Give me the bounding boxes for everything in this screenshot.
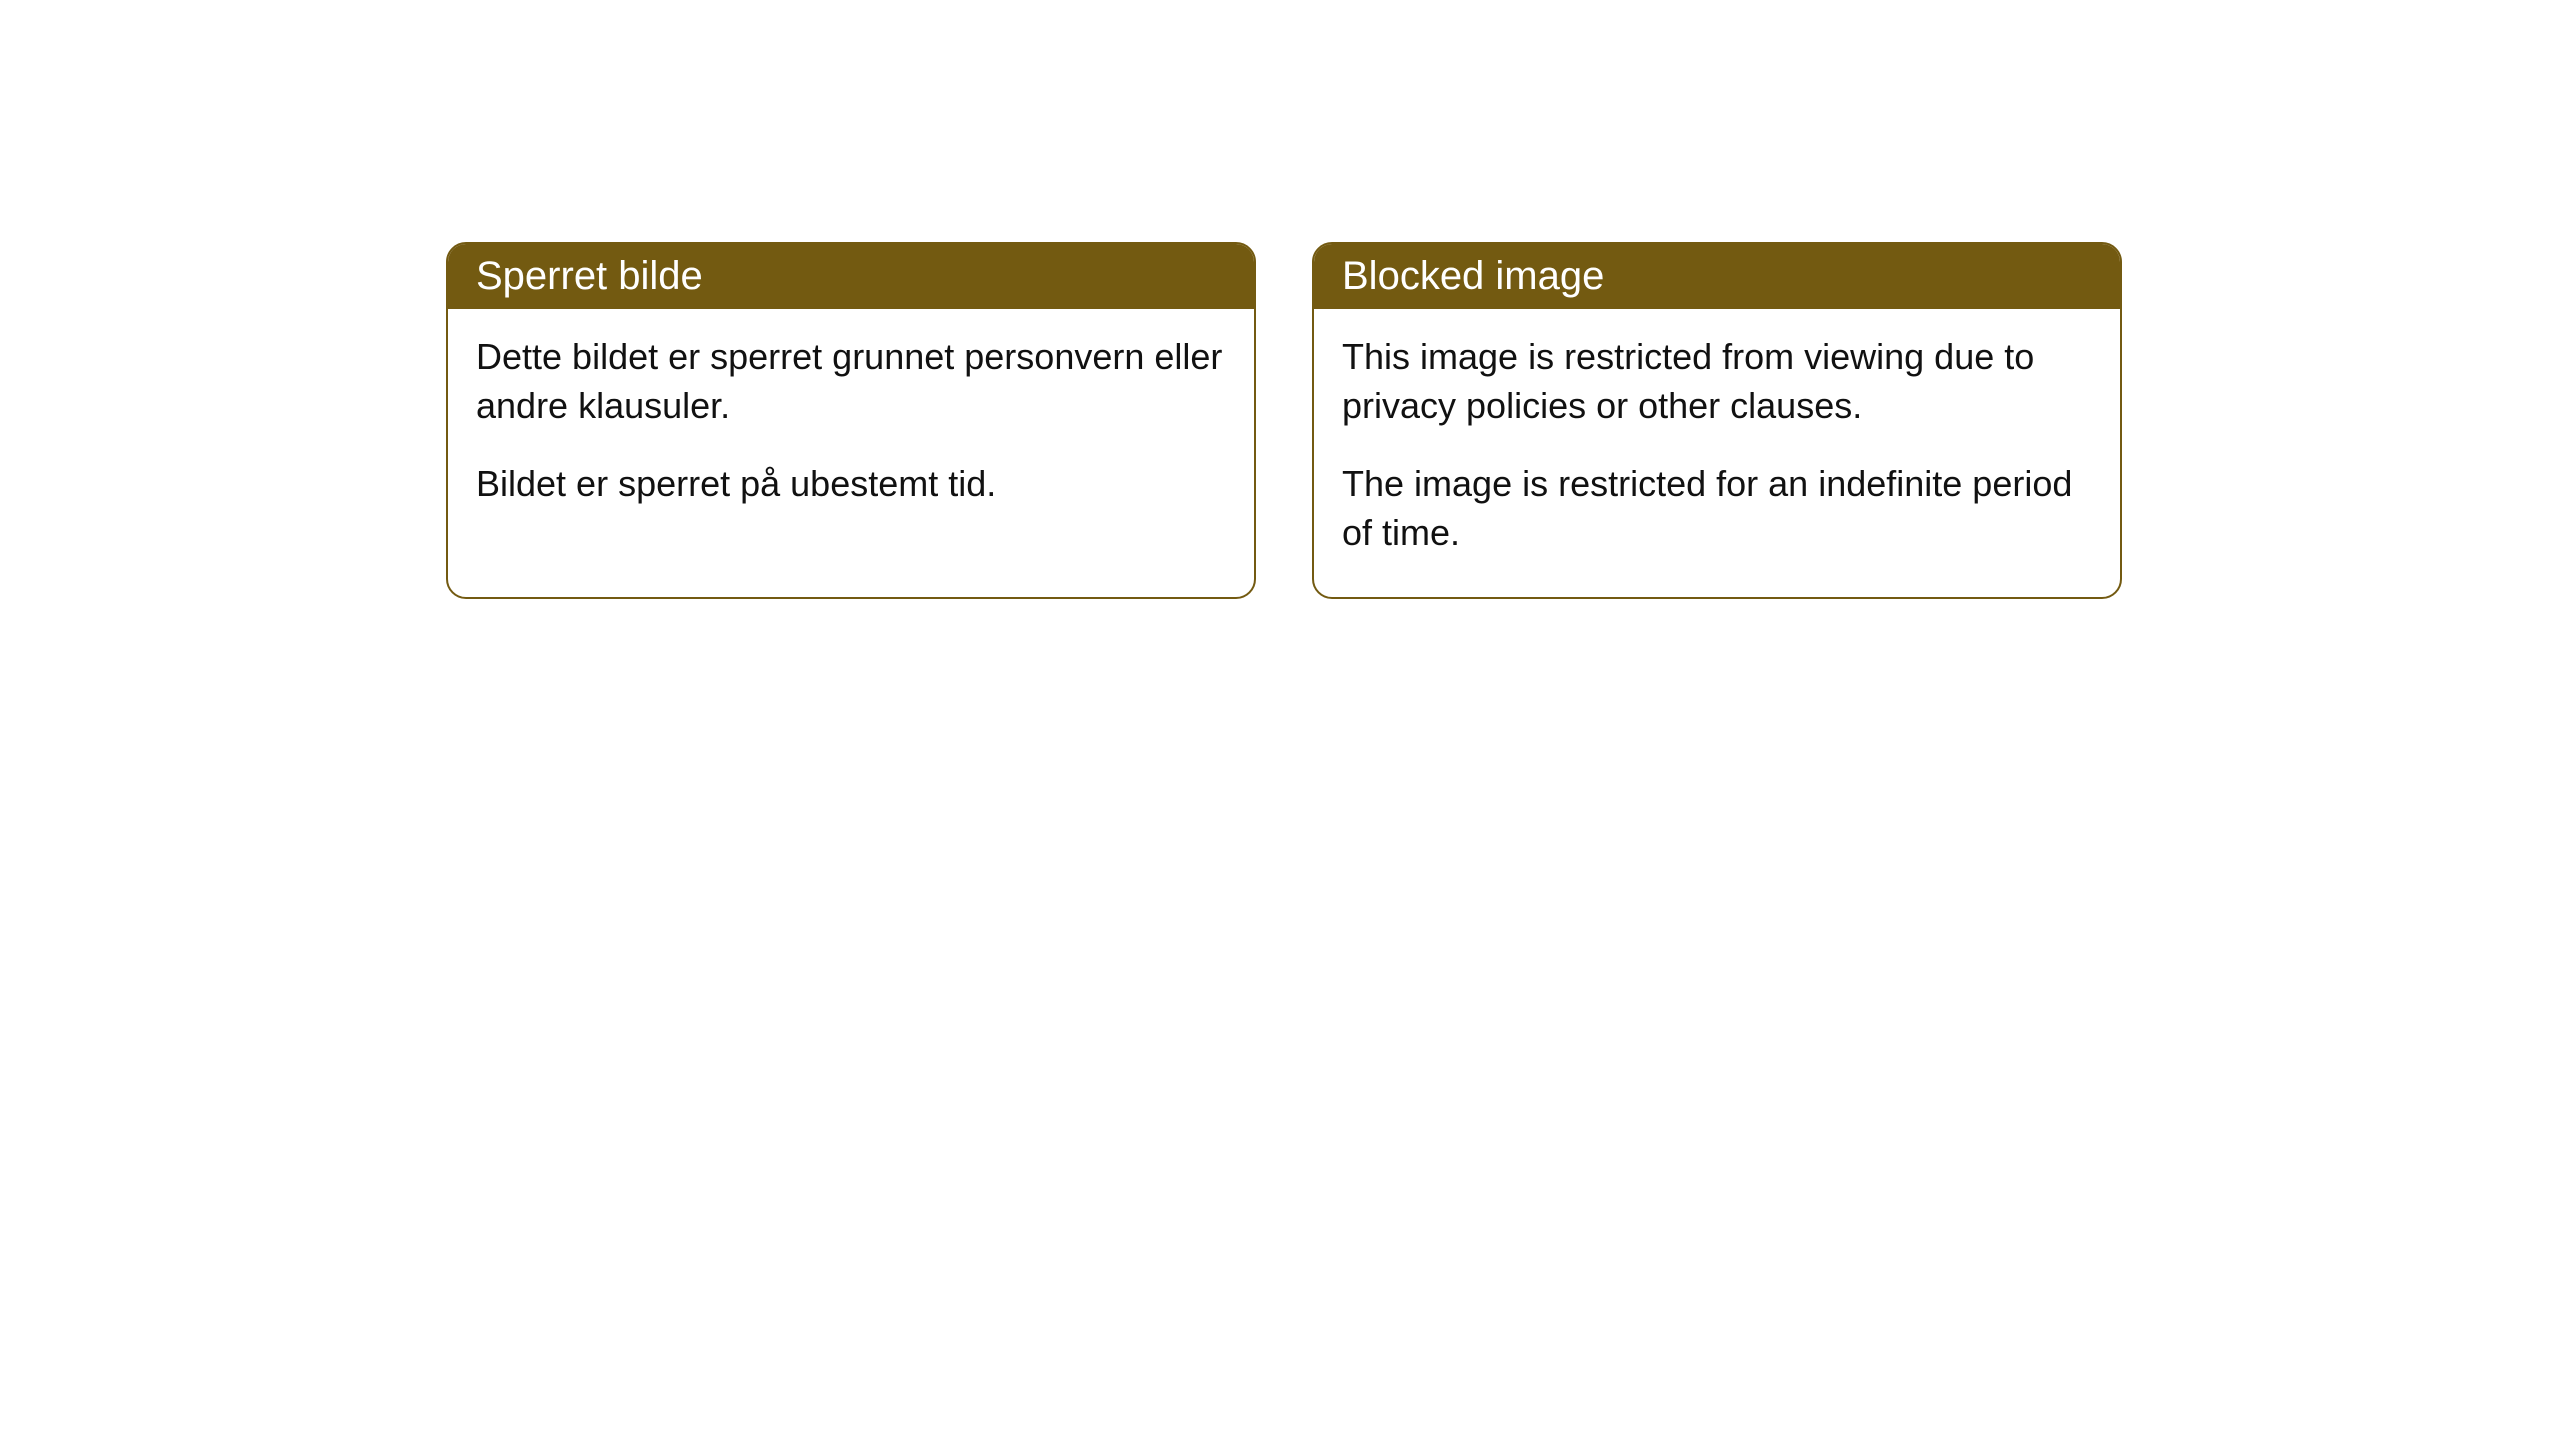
card-paragraph-1: Dette bildet er sperret grunnet personve… bbox=[476, 333, 1226, 430]
card-title: Sperret bilde bbox=[476, 254, 703, 298]
notice-card-english: Blocked image This image is restricted f… bbox=[1312, 242, 2122, 599]
card-paragraph-2: Bildet er sperret på ubestemt tid. bbox=[476, 460, 1226, 509]
card-paragraph-1: This image is restricted from viewing du… bbox=[1342, 333, 2092, 430]
card-paragraph-2: The image is restricted for an indefinit… bbox=[1342, 460, 2092, 557]
card-title: Blocked image bbox=[1342, 254, 1604, 298]
card-body: Dette bildet er sperret grunnet personve… bbox=[448, 309, 1254, 549]
notice-card-norwegian: Sperret bilde Dette bildet er sperret gr… bbox=[446, 242, 1256, 599]
notice-cards-container: Sperret bilde Dette bildet er sperret gr… bbox=[446, 242, 2122, 599]
card-header: Sperret bilde bbox=[448, 244, 1254, 309]
card-header: Blocked image bbox=[1314, 244, 2120, 309]
card-body: This image is restricted from viewing du… bbox=[1314, 309, 2120, 597]
